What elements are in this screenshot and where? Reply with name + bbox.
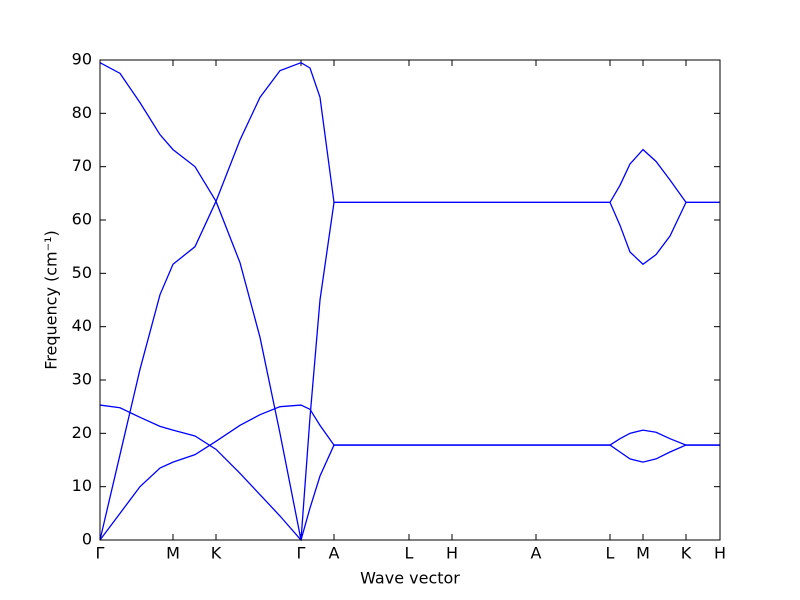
x-tick-label: K (681, 544, 692, 563)
y-tick-label: 40 (72, 316, 92, 335)
y-tick-label: 80 (72, 103, 92, 122)
y-tick-label: 10 (72, 476, 92, 495)
band-line (99, 61, 720, 541)
x-tick-label: H (446, 544, 458, 563)
y-tick-label: 90 (72, 50, 92, 69)
y-axis-label: Frequency (cm⁻¹) (42, 230, 61, 369)
band-line (99, 404, 720, 541)
x-tick-label: M (166, 544, 180, 563)
x-tick-label: A (329, 544, 340, 563)
y-tick-label: 60 (72, 210, 92, 229)
x-tick-label: Γ (96, 544, 105, 563)
x-tick-label: Γ (297, 544, 306, 563)
x-tick-label: A (531, 544, 542, 563)
plot-frame (99, 59, 721, 541)
y-tick-label: 70 (72, 156, 92, 175)
x-tick-label: L (606, 544, 615, 563)
x-tick-label: K (211, 544, 222, 563)
y-tick-label: 30 (72, 370, 92, 389)
band-line (99, 62, 720, 541)
band-line (99, 404, 720, 542)
y-tick-label: 20 (72, 423, 92, 442)
x-tick-label: M (636, 544, 650, 563)
x-tick-label: L (405, 544, 414, 563)
x-axis-label: Wave vector (360, 569, 460, 588)
y-tick-label: 50 (72, 263, 92, 282)
x-tick-label: H (714, 544, 726, 563)
y-tick-label: 0 (82, 530, 92, 549)
